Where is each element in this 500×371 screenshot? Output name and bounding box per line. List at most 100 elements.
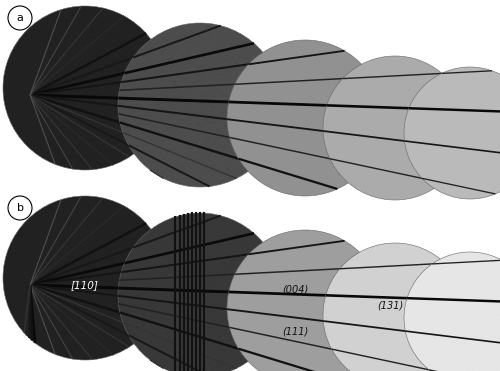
Point (16, 285, 24, 291)
Point (475, 87, 483, 93)
Point (76, 283, 84, 289)
Point (472, 102, 480, 108)
Point (36, 320, 44, 326)
Point (173, 27, 181, 33)
Point (157, 357, 165, 363)
Point (168, 259, 175, 265)
Point (447, 357, 455, 362)
Point (50, 313, 58, 319)
Point (404, 243, 411, 249)
Point (92, 159, 100, 165)
Point (406, 71, 414, 77)
Point (186, 52, 194, 58)
Point (54, 148, 62, 154)
Point (184, 269, 192, 275)
Point (353, 289, 361, 295)
Point (124, 324, 132, 330)
Point (254, 327, 262, 333)
Point (69, 242, 77, 247)
Point (426, 357, 434, 362)
Point (8, 243, 16, 249)
Point (64, 276, 72, 282)
Point (43, 334, 51, 340)
Point (141, 239, 149, 245)
Point (100, 19, 108, 25)
Point (156, 240, 164, 246)
Point (96, 44, 104, 50)
Point (198, 237, 206, 243)
Point (22, 104, 30, 109)
Point (116, 211, 124, 217)
Point (479, 148, 487, 154)
Point (242, 308, 250, 313)
Point (154, 72, 162, 78)
Point (86, 198, 94, 204)
Point (112, 155, 120, 161)
Point (394, 308, 402, 314)
Point (95, 285, 103, 290)
Point (256, 90, 264, 96)
Point (66, 224, 74, 230)
Point (140, 65, 147, 70)
Point (211, 129, 219, 135)
Point (188, 247, 196, 253)
Point (212, 146, 220, 152)
Point (50, 27, 58, 33)
Point (443, 268, 451, 274)
Point (430, 324, 438, 329)
Point (150, 66, 158, 72)
Point (154, 267, 162, 273)
Point (422, 276, 430, 282)
Point (72, 288, 80, 293)
Point (468, 68, 476, 73)
Point (72, 106, 80, 112)
Point (280, 270, 288, 276)
Point (385, 304, 393, 310)
Point (184, 289, 192, 295)
Point (152, 229, 160, 235)
Point (373, 167, 381, 173)
Point (440, 319, 448, 325)
Point (153, 317, 161, 323)
Point (76, 248, 84, 254)
Point (113, 79, 121, 85)
Point (137, 326, 145, 332)
Point (268, 269, 276, 275)
Point (171, 115, 179, 121)
Point (35, 48, 43, 54)
Point (147, 303, 155, 309)
Point (20, 249, 28, 255)
Point (328, 56, 336, 62)
Point (146, 269, 154, 275)
Point (66, 197, 74, 203)
Point (230, 313, 238, 319)
Point (146, 339, 154, 345)
Point (418, 94, 426, 100)
Point (148, 262, 156, 268)
Point (340, 130, 347, 136)
Point (168, 101, 176, 107)
Point (85, 340, 93, 346)
Point (126, 60, 134, 66)
Point (129, 91, 137, 97)
Point (64, 249, 72, 255)
Point (34, 246, 42, 252)
Point (157, 56, 165, 62)
Point (175, 56, 183, 62)
Point (192, 109, 200, 115)
Point (90, 324, 98, 329)
Point (142, 134, 150, 139)
Point (158, 119, 166, 125)
Point (164, 278, 172, 283)
Point (143, 37, 151, 43)
Point (193, 242, 201, 248)
Point (185, 287, 193, 293)
Point (111, 116, 119, 122)
Point (52, 41, 60, 47)
Point (305, 262, 313, 267)
Point (54, 282, 62, 288)
Point (244, 273, 252, 279)
Point (442, 336, 450, 342)
Point (269, 271, 277, 277)
Point (138, 306, 146, 312)
